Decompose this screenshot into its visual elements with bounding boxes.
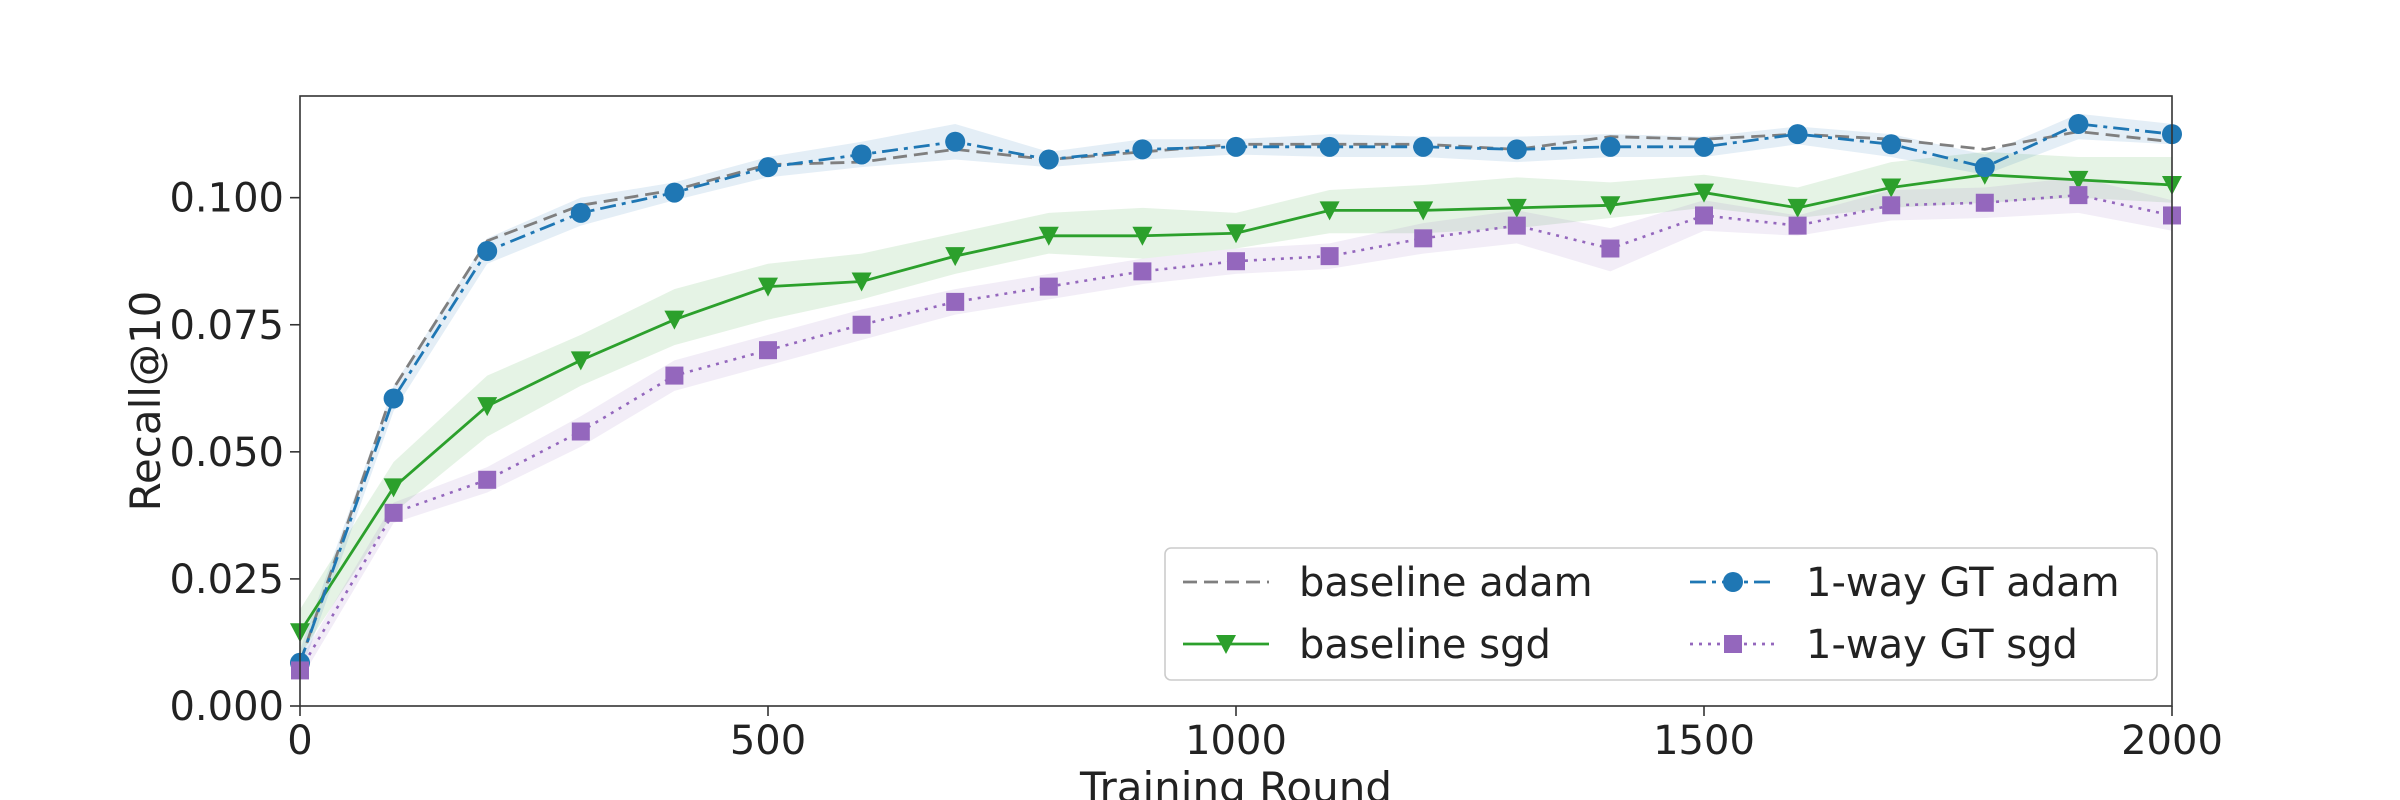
data-point-1-10	[1226, 224, 1246, 244]
data-point-3-3	[571, 422, 590, 441]
data-point-2-16	[1787, 124, 1808, 145]
data-point-2-3	[570, 202, 591, 223]
data-point-3-4	[665, 366, 684, 385]
data-point-1-2	[477, 397, 498, 417]
legend-label: 1-way GT sgd	[1806, 622, 2078, 668]
data-point-2-10	[1226, 136, 1246, 157]
data-point-3-8	[1039, 277, 1058, 296]
data-point-3-6	[852, 315, 871, 334]
data-point-2-12	[1413, 136, 1434, 157]
data-point-2-15	[1694, 136, 1714, 157]
x-tick-label: 1000	[1185, 718, 1287, 764]
data-point-2-1	[383, 388, 404, 409]
legend-label: baseline adam	[1299, 560, 1593, 606]
x-tick-label: 500	[730, 718, 806, 764]
x-axis-ticks: 0 500 1000 1500 2000	[287, 706, 2223, 764]
data-point-1-16	[1787, 198, 1808, 218]
data-point-1-7	[945, 247, 966, 267]
data-point-3-9	[1133, 262, 1152, 281]
legend-label: 1-way GT adam	[1806, 560, 2120, 606]
data-point-2-18	[1974, 157, 1995, 178]
x-tick-label: 0	[287, 718, 312, 764]
legend-item-2: 1-way GT adam	[1690, 560, 2120, 606]
data-point-3-1	[384, 503, 403, 522]
data-point-2-8	[1038, 149, 1059, 170]
legend-marker-3	[1724, 635, 1742, 653]
series-markers	[290, 113, 2182, 680]
data-point-3-14	[1601, 239, 1620, 258]
data-point-1-4	[664, 310, 685, 330]
data-point-2-7	[945, 131, 966, 152]
y-tick-label: 0.025	[169, 557, 284, 603]
y-tick-label: 0.100	[169, 176, 284, 222]
data-point-2-14	[1600, 136, 1621, 157]
data-point-3-18	[1975, 193, 1994, 212]
data-point-1-17	[1881, 178, 1902, 198]
data-point-2-6	[851, 144, 872, 165]
data-point-1-15	[1694, 183, 1714, 203]
legend: baseline adam baseline sgd 1-way GT adam 1-…	[1164, 547, 2158, 681]
data-point-1-8	[1038, 226, 1059, 246]
data-point-1-19	[2068, 170, 2089, 190]
data-point-1-12	[1413, 201, 1434, 221]
data-point-3-12	[1414, 229, 1433, 248]
data-point-2-2	[477, 241, 498, 262]
data-point-3-5	[759, 341, 777, 360]
data-point-3-10	[1227, 252, 1245, 271]
data-point-3-13	[1507, 216, 1526, 235]
data-point-2-19	[2068, 113, 2089, 134]
data-point-3-11	[1320, 247, 1339, 266]
legend-marker-2	[1723, 572, 1743, 592]
legend-box	[1164, 547, 2158, 681]
y-tick-label: 0.075	[169, 303, 284, 349]
y-tick-label: 0.050	[169, 430, 284, 476]
legend-item-0: baseline adam	[1183, 560, 1593, 606]
data-point-1-1	[383, 478, 404, 498]
data-point-3-7	[946, 292, 965, 311]
legend-label: baseline sgd	[1299, 622, 1551, 668]
data-point-3-15	[1695, 206, 1713, 225]
data-point-2-17	[1881, 134, 1902, 155]
data-point-1-14	[1600, 196, 1621, 216]
data-point-3-17	[1882, 196, 1901, 215]
data-point-1-5	[758, 277, 778, 297]
data-point-2-5	[758, 157, 778, 178]
y-axis-label: Recall@10	[121, 291, 170, 512]
x-tick-label: 2000	[2121, 718, 2223, 764]
data-point-3-16	[1788, 216, 1807, 235]
data-point-1-3	[570, 351, 591, 371]
data-point-3-19	[2069, 186, 2088, 205]
legend-marker-1	[1216, 635, 1236, 654]
legend-item-1: baseline sgd	[1183, 622, 1551, 668]
data-point-3-2	[478, 470, 497, 489]
x-tick-label: 1500	[1653, 718, 1755, 764]
data-point-2-4	[664, 182, 685, 203]
legend-item-3: 1-way GT sgd	[1690, 622, 2078, 668]
data-point-1-13	[1506, 198, 1527, 218]
data-point-1-11	[1319, 201, 1340, 221]
data-point-2-11	[1319, 136, 1340, 157]
data-point-1-9	[1132, 226, 1153, 246]
x-axis-label: Training Round	[1079, 763, 1392, 800]
y-axis-ticks: 0.000 0.025 0.050 0.075 0.100	[169, 176, 300, 730]
data-point-1-6	[851, 272, 872, 292]
data-point-2-13	[1506, 139, 1527, 160]
y-tick-label: 0.000	[169, 684, 284, 730]
data-point-2-9	[1132, 139, 1153, 160]
